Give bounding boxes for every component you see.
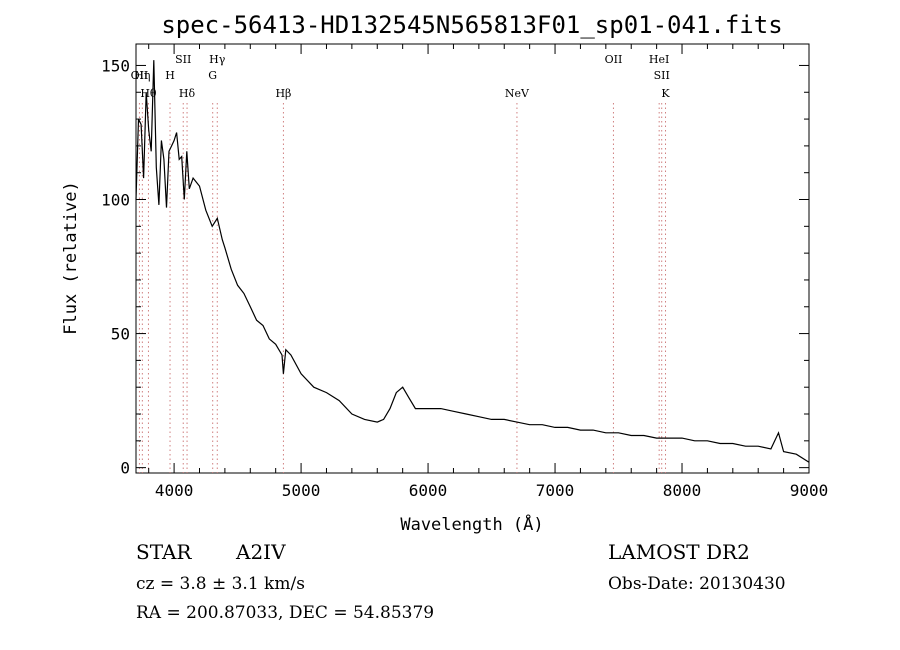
marker-label: Hβ bbox=[275, 87, 291, 100]
x-tick-label: 4000 bbox=[155, 481, 194, 500]
marker-label: K bbox=[661, 87, 670, 100]
x-axis-label: Wavelength (Å) bbox=[400, 513, 543, 535]
marker-label: SII bbox=[654, 69, 670, 82]
x-tick-label: 6000 bbox=[409, 481, 448, 500]
marker-label: Hγ bbox=[209, 53, 226, 66]
redshift-text: cz = 3.8 ± 3.1 km/s bbox=[136, 574, 305, 594]
object-subclass: A2IV bbox=[236, 540, 286, 564]
marker-label: HeI bbox=[649, 53, 669, 66]
emission-line-markers bbox=[138, 103, 667, 473]
x-tick-label: 5000 bbox=[282, 481, 321, 500]
marker-label: OII bbox=[131, 69, 149, 82]
y-tick-label: 100 bbox=[101, 191, 130, 210]
object-class: STAR bbox=[136, 540, 192, 564]
marker-label: NeV bbox=[505, 87, 530, 100]
marker-label: OII bbox=[605, 53, 623, 66]
y-tick-label: 50 bbox=[111, 325, 130, 344]
x-tick-label: 9000 bbox=[790, 481, 829, 500]
marker-label: Hη bbox=[134, 69, 150, 82]
chart-title: spec-56413-HD132545N565813F01_sp01-041.f… bbox=[161, 11, 782, 39]
observation-date: Obs-Date: 20130430 bbox=[608, 574, 786, 594]
marker-label: SII bbox=[175, 53, 191, 66]
y-axis-label: Flux (relative) bbox=[61, 181, 81, 335]
marker-label: Hδ bbox=[179, 87, 196, 100]
x-tick-label: 8000 bbox=[663, 481, 702, 500]
y-tick-label: 0 bbox=[120, 459, 130, 478]
x-axis: 4000 5000 6000 7000 8000 9000 bbox=[148, 44, 829, 500]
x-tick-label: 7000 bbox=[536, 481, 575, 500]
plot-frame bbox=[135, 43, 810, 474]
spectrum-series-line bbox=[135, 60, 810, 463]
y-tick-label: 150 bbox=[101, 56, 130, 75]
survey-name: LAMOST DR2 bbox=[608, 540, 750, 564]
marker-label: H bbox=[165, 69, 175, 82]
marker-label: G bbox=[208, 69, 217, 82]
y-axis: 0 50 100 150 bbox=[101, 56, 809, 478]
coordinates-text: RA = 200.87033, DEC = 54.85379 bbox=[136, 603, 435, 623]
